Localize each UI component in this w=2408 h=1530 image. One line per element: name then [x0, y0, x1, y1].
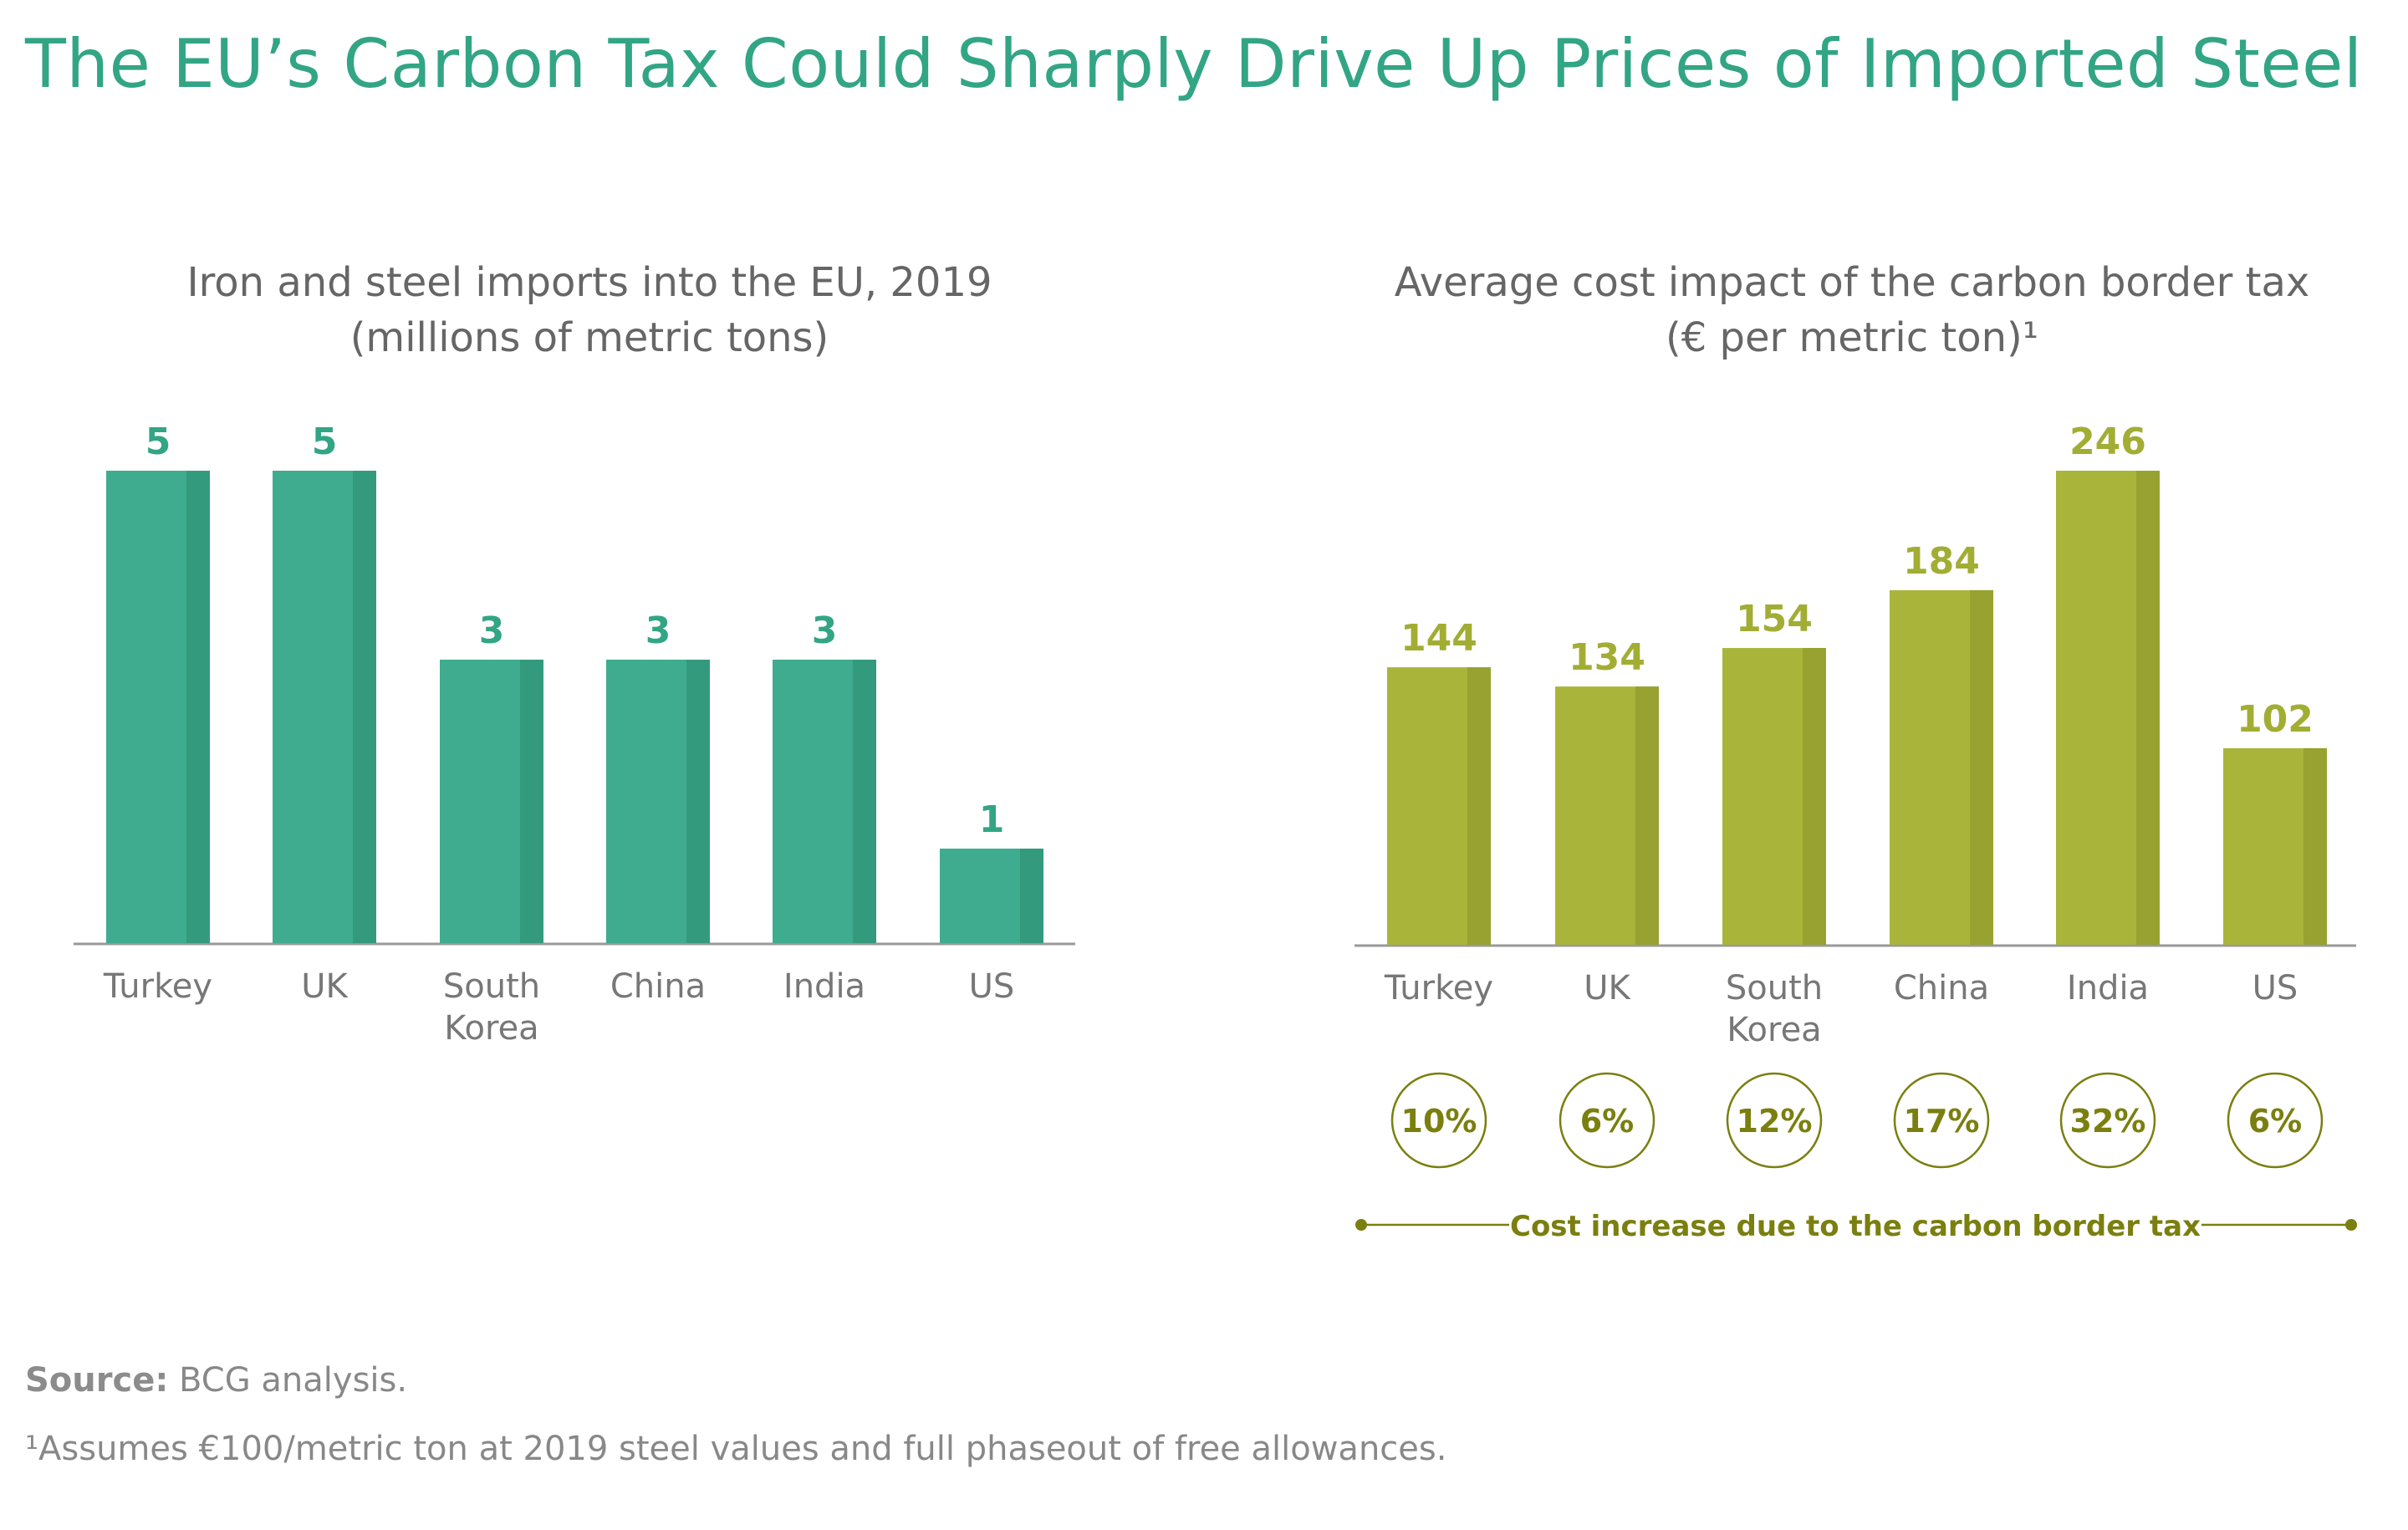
left-category-label: China — [610, 967, 706, 1006]
left-bar-shade — [520, 660, 543, 943]
left-chart-title: Iron and steel imports into the EU, 2019… — [109, 255, 1070, 365]
left-bar-shade — [853, 660, 876, 943]
left-chart-title-line1: Iron and steel imports into the EU, 2019 — [186, 259, 992, 306]
right-category-label: China — [1894, 969, 1989, 1007]
right-bar-value-label: 154 — [1736, 598, 1813, 640]
right-category-label: India — [2067, 969, 2149, 1007]
right-bar-shade — [1467, 667, 1491, 945]
right-category-label: US — [2252, 969, 2298, 1007]
cost-increase-dot-left — [1355, 1219, 1367, 1231]
cost-increase-caption: Cost increase due to the carbon border t… — [1510, 1210, 2201, 1243]
cost-increase-value: 17% — [1904, 1103, 1980, 1140]
left-category-label: Turkey — [103, 967, 212, 1006]
left-bar-shade — [686, 660, 710, 943]
left-category-label: Korea — [444, 1009, 538, 1048]
right-category-label: Turkey — [1384, 969, 1493, 1007]
right-bar-shade — [1803, 648, 1826, 945]
footnote: ¹Assumes €100/metric ton at 2019 steel v… — [25, 1430, 1447, 1468]
right-category-label: Korea — [1727, 1011, 1821, 1049]
source-text: BCG analysis. — [168, 1361, 408, 1400]
right-chart-title: Average cost impact of the carbon border… — [1371, 255, 2333, 365]
left-bar-shade — [353, 471, 376, 943]
cost-increase-circle — [1893, 1072, 1990, 1169]
right-bar-shade — [2136, 471, 2160, 945]
left-bar-value-label: 3 — [645, 609, 671, 652]
left-chart-subtitle: (millions of metric tons) — [349, 314, 829, 361]
cost-increase-value: 12% — [1737, 1103, 1813, 1140]
left-bar-value-label: 1 — [979, 798, 1005, 841]
left-bar-shade — [1020, 849, 1043, 943]
left-bar-value-label: 5 — [145, 421, 171, 463]
cost-increase-circle — [1726, 1072, 1823, 1169]
right-bar-shade — [2303, 747, 2327, 945]
cost-increase-value: 6% — [1580, 1103, 1635, 1140]
left-category-label: UK — [301, 967, 349, 1006]
source-note: Source: BCG analysis. — [25, 1361, 407, 1400]
right-bar-value-label: 134 — [1569, 636, 1645, 679]
cost-increase-dot-right — [2345, 1219, 2357, 1231]
right-bar-value-label: 184 — [1903, 540, 1980, 583]
right-category-label: UK — [1584, 969, 1631, 1007]
left-bar-value-label: 3 — [812, 609, 838, 652]
left-category-label: India — [783, 967, 865, 1006]
left-category-label: US — [969, 967, 1015, 1006]
cost-increase-value: 10% — [1401, 1103, 1477, 1140]
page-title: The EU’s Carbon Tax Could Sharply Drive … — [25, 25, 2363, 103]
cost-increase-circle — [2227, 1072, 2324, 1169]
source-label: Source: — [25, 1361, 169, 1400]
right-bar-shade — [1970, 589, 1993, 945]
cost-increase-value: 6% — [2248, 1103, 2303, 1140]
right-chart-title-line1: Average cost impact of the carbon border… — [1394, 259, 2310, 306]
cost-increase-circle — [2059, 1072, 2156, 1169]
cost-increase-value: 32% — [2070, 1103, 2146, 1140]
right-chart-subtitle: (€ per metric ton)¹ — [1666, 314, 2038, 361]
cost-increase-circle — [1559, 1072, 1656, 1169]
right-bar-value-label: 246 — [2069, 421, 2146, 463]
cost-increase-circle — [1390, 1072, 1487, 1169]
left-bar-value-label: 3 — [479, 609, 505, 652]
right-category-label: South — [1726, 969, 1823, 1007]
right-bar-value-label: 144 — [1400, 617, 1477, 660]
left-category-label: South — [443, 967, 540, 1006]
right-bar-value-label: 102 — [2237, 698, 2314, 741]
right-bar-shade — [1635, 686, 1659, 945]
left-bar-value-label: 5 — [312, 421, 338, 463]
left-bar-shade — [186, 471, 210, 943]
